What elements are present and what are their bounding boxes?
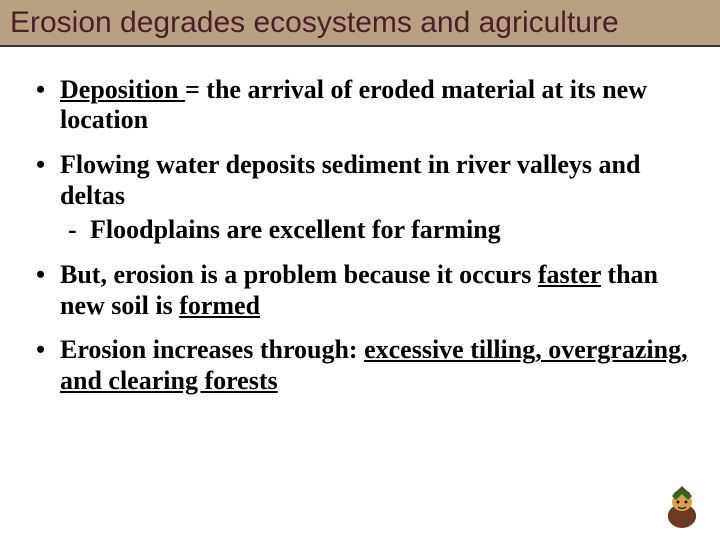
- bullet-4-a: Erosion increases through:: [60, 335, 364, 364]
- bullet-3-a: But, erosion is a problem because it occ…: [60, 260, 538, 289]
- bullet-2-sub: Floodplains are excellent for farming: [60, 215, 690, 246]
- bullet-2-sub-text: Floodplains are excellent for farming: [90, 215, 501, 244]
- bullet-3-u1: faster: [538, 260, 601, 289]
- sub-list: Floodplains are excellent for farming: [60, 215, 690, 246]
- slide-title: Erosion degrades ecosystems and agricult…: [10, 6, 710, 41]
- bullet-2: Flowing water deposits sediment in river…: [30, 150, 690, 246]
- slide-body: Deposition = the arrival of eroded mater…: [0, 47, 720, 397]
- mascot-icon: [658, 482, 706, 530]
- bullet-4: Erosion increases through: excessive til…: [30, 335, 690, 396]
- bullet-2-text: Flowing water deposits sediment in river…: [60, 150, 640, 210]
- bullet-3: But, erosion is a problem because it occ…: [30, 260, 690, 321]
- bullet-1-term: Deposition: [60, 75, 185, 104]
- bullet-3-u2: formed: [179, 291, 260, 320]
- bullet-1: Deposition = the arrival of eroded mater…: [30, 75, 690, 136]
- title-bar: Erosion degrades ecosystems and agricult…: [0, 0, 720, 47]
- bullet-list: Deposition = the arrival of eroded mater…: [30, 75, 690, 397]
